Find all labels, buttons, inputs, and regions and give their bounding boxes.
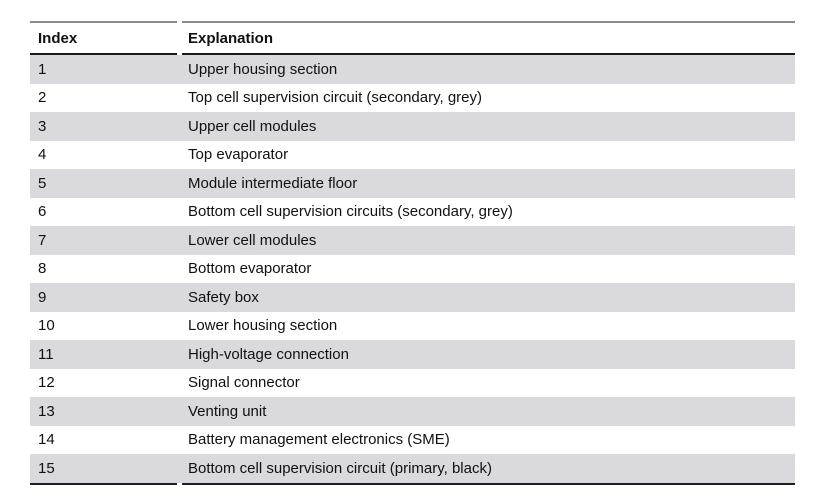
row-index-value: 11 bbox=[38, 345, 54, 363]
row-index-value: 12 bbox=[38, 374, 55, 392]
table-header-row: Index Explanation bbox=[30, 23, 795, 53]
table-row: 14 Battery management electronics (SME) bbox=[30, 425, 795, 454]
row-explanation-value: High-voltage connection bbox=[188, 345, 349, 363]
table-row: 3 Upper cell modules bbox=[30, 112, 795, 141]
table-bottom-border bbox=[30, 482, 795, 485]
table-row: 12 Signal connector bbox=[30, 368, 795, 397]
row-index-value: 1 bbox=[38, 60, 47, 78]
column-header-explanation: Explanation bbox=[188, 29, 274, 47]
table-row: 8 Bottom evaporator bbox=[30, 254, 795, 283]
table-row: 10 Lower housing section bbox=[30, 311, 795, 340]
row-index-value: 6 bbox=[38, 203, 47, 221]
row-explanation-value: Bottom cell supervision circuits (second… bbox=[188, 203, 513, 221]
table-row: 5 Module intermediate floor bbox=[30, 169, 795, 198]
row-index-value: 4 bbox=[38, 146, 47, 164]
table-row: 13 Venting unit bbox=[30, 397, 795, 426]
row-index-value: 8 bbox=[38, 260, 47, 278]
row-explanation-value: Top evaporator bbox=[188, 146, 289, 164]
row-index-value: 13 bbox=[38, 402, 55, 420]
row-index-value: 14 bbox=[38, 431, 55, 449]
table-top-border bbox=[30, 21, 795, 23]
row-index-value: 15 bbox=[38, 459, 55, 477]
row-explanation-value: Upper housing section bbox=[188, 60, 338, 78]
row-explanation-value: Top cell supervision circuit (secondary,… bbox=[188, 89, 483, 107]
column-header-index: Index bbox=[38, 29, 78, 47]
table-row: 4 Top evaporator bbox=[30, 140, 795, 169]
row-index-value: 5 bbox=[38, 174, 47, 192]
table-row: 1 Upper housing section bbox=[30, 55, 795, 84]
table-row: 6 Bottom cell supervision circuits (seco… bbox=[30, 197, 795, 226]
row-index-value: 3 bbox=[38, 117, 47, 135]
row-index-value: 2 bbox=[38, 89, 47, 107]
table-row: 15 Bottom cell supervision circuit (prim… bbox=[30, 454, 795, 483]
row-explanation-value: Safety box bbox=[188, 288, 259, 306]
table-row: 11 High-voltage connection bbox=[30, 340, 795, 369]
row-explanation-value: Venting unit bbox=[188, 402, 267, 420]
row-explanation-value: Bottom evaporator bbox=[188, 260, 312, 278]
table-row: 7 Lower cell modules bbox=[30, 226, 795, 255]
row-explanation-value: Battery management electronics (SME) bbox=[188, 431, 450, 449]
table-header-border bbox=[30, 53, 795, 55]
table-row: 9 Safety box bbox=[30, 283, 795, 312]
row-explanation-value: Module intermediate floor bbox=[188, 174, 358, 192]
row-index-value: 10 bbox=[38, 317, 55, 335]
row-explanation-value: Bottom cell supervision circuit (primary… bbox=[188, 459, 492, 477]
row-explanation-value: Upper cell modules bbox=[188, 117, 317, 135]
row-index-value: 9 bbox=[38, 288, 47, 306]
table-body: 1 Upper housing section 2 Top cell super… bbox=[30, 55, 795, 483]
index-explanation-table: Index Explanation 1 Upper housing sectio… bbox=[30, 21, 795, 485]
row-index-value: 7 bbox=[38, 231, 47, 249]
row-explanation-value: Signal connector bbox=[188, 374, 300, 392]
row-explanation-value: Lower housing section bbox=[188, 317, 338, 335]
row-explanation-value: Lower cell modules bbox=[188, 231, 317, 249]
table-row: 2 Top cell supervision circuit (secondar… bbox=[30, 83, 795, 112]
